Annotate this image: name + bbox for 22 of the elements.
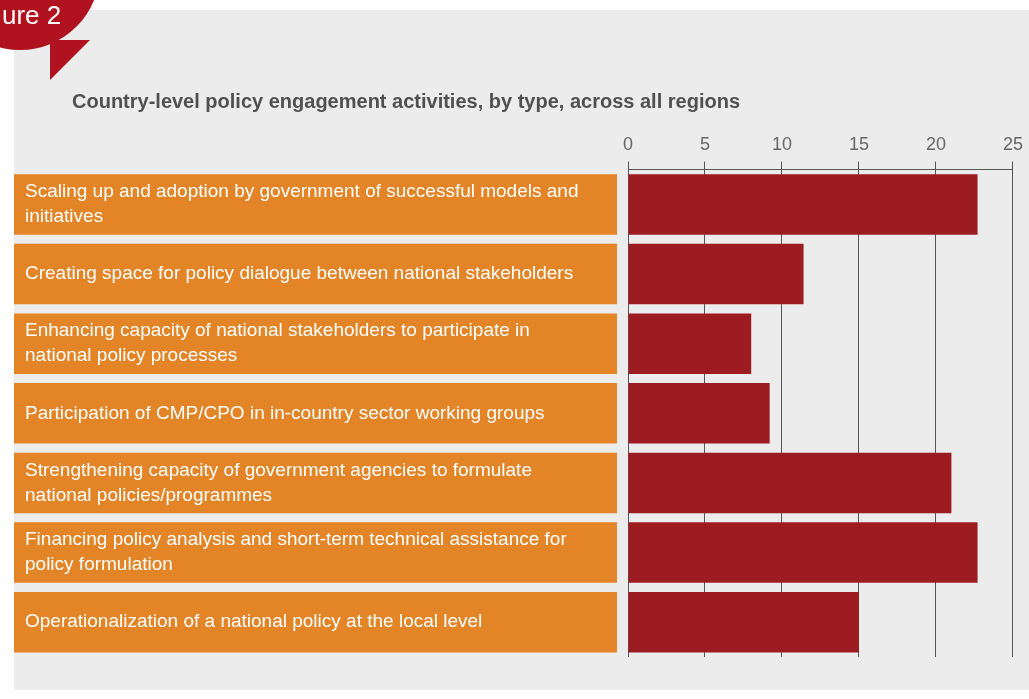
x-tick-label: 10: [771, 133, 793, 154]
x-tick-label: 0: [622, 133, 634, 154]
x-tick-label: 5: [699, 133, 711, 154]
text: Country-level policy engagement activities, by type, across all regions: [72, 89, 740, 112]
bar: [628, 452, 952, 514]
x-tick-label: 15: [848, 133, 870, 154]
y-tick-label: Operationalization of a national policy at the local level: [25, 610, 483, 632]
bar: [628, 383, 770, 444]
y-tick-label: Participation of CMP/CPO in in-country sector working groups: [25, 401, 545, 423]
y-tick-label: Enhancing capacity of national stakeholders to participate in national policy processes: [25, 319, 530, 366]
bar: [628, 591, 859, 653]
y-tick-label: Creating space for policy dialogue between national stakeholders: [25, 262, 574, 284]
bar: [628, 522, 978, 583]
y-tick-label: Strengthening capacity of government agencies to formulate national policies/programmes: [25, 458, 532, 505]
x-tick-label: 20: [925, 133, 947, 154]
bar: [628, 174, 978, 235]
x-tick-label: 25: [1002, 133, 1023, 154]
bar: [628, 313, 752, 374]
text: ure 2: [2, 0, 62, 31]
y-tick-label: Financing policy analysis and short-term technical assistance for policy formulation: [25, 528, 568, 575]
bar: [628, 243, 804, 305]
y-tick-label: Scaling up and adoption by government of successful models and initiatives: [25, 180, 579, 227]
